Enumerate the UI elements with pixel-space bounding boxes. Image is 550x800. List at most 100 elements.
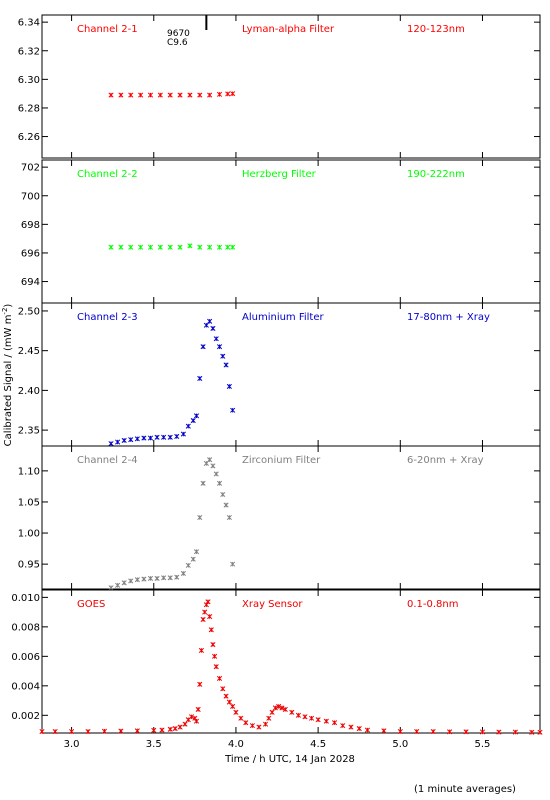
data-point (193, 413, 200, 419)
panel-band: 17-80nm + Xray (407, 312, 490, 323)
panels-group: 6.26 6.28 6.30 6.32 6.34 Channel 2-1 Lyman-alp… (11, 14, 543, 735)
panel-title: Channel 2-3 (77, 312, 138, 323)
data-point (302, 714, 308, 720)
data-point (134, 436, 140, 442)
data-point (397, 728, 403, 735)
y-tick-label: 2.45 (18, 346, 40, 357)
x-tick-label: 3.5 (146, 739, 162, 750)
panel-band: 6-20nm + Xray (407, 455, 484, 466)
data-point (167, 575, 173, 581)
y-tick-label: 0.010 (11, 593, 40, 604)
data-point (185, 423, 191, 429)
y-tick-label: 6.34 (18, 18, 40, 29)
x-tick-label: 3.0 (64, 739, 80, 750)
y-tick-label: 1.10 (18, 466, 40, 477)
data-point (167, 244, 173, 250)
series-points (108, 243, 236, 250)
y-tick-label: 694 (21, 277, 40, 288)
data-point (134, 728, 140, 734)
data-point (262, 721, 269, 727)
panel-frame (41, 14, 541, 159)
data-point (197, 375, 203, 382)
data-point (151, 727, 157, 733)
data-point (197, 92, 203, 98)
data-point (154, 434, 160, 440)
flare-class-label: C9.6 (167, 38, 188, 48)
data-point (205, 599, 211, 605)
data-point (220, 353, 226, 359)
data-point (180, 570, 186, 577)
data-point (180, 431, 186, 437)
data-point (463, 729, 469, 735)
y-tick-label: 0.002 (11, 711, 40, 722)
data-point (101, 728, 108, 734)
panel-band: 190-222nm (407, 169, 465, 180)
data-point (193, 718, 200, 724)
data-point (414, 728, 420, 735)
data-point (207, 457, 213, 463)
data-point (230, 244, 236, 250)
data-point (381, 728, 387, 734)
data-point (233, 709, 239, 715)
data-point (223, 502, 229, 508)
data-point (128, 437, 134, 443)
data-point (210, 641, 216, 648)
data-point (289, 709, 295, 715)
data-point (147, 92, 154, 98)
data-point (200, 480, 206, 486)
series-points (108, 457, 236, 591)
panel-5: 0.002 0.004 0.006 0.008 0.010 GOES Xray Sensor… (11, 589, 543, 735)
data-point (256, 724, 262, 730)
data-point (430, 728, 436, 735)
data-point (187, 92, 193, 98)
data-point (182, 721, 188, 727)
data-point (323, 718, 329, 724)
data-point (266, 715, 272, 721)
y-tick-label: 700 (21, 191, 40, 202)
data-point (216, 91, 223, 97)
y-tick-label: 6.30 (18, 75, 40, 86)
data-point (69, 728, 75, 735)
data-point (128, 92, 134, 98)
data-point (52, 728, 58, 735)
data-point (118, 728, 124, 734)
panel-frame (41, 589, 541, 734)
panel-filter: Lyman-alpha Filter (242, 24, 335, 35)
data-point (332, 720, 338, 726)
data-point (154, 575, 160, 581)
data-point (197, 681, 203, 687)
data-point (177, 244, 183, 250)
data-point (364, 727, 370, 733)
data-point (39, 728, 45, 735)
y-tick-label: 1.00 (18, 529, 40, 540)
y-tick-label: 1.05 (18, 497, 40, 508)
data-point (216, 244, 223, 250)
data-point (340, 723, 346, 729)
panel-title: GOES (77, 599, 105, 610)
data-point (190, 556, 196, 562)
data-point (243, 720, 249, 726)
data-point (161, 575, 167, 581)
data-point (118, 92, 124, 98)
data-point (223, 362, 229, 368)
data-point (213, 471, 219, 477)
data-point (210, 325, 216, 331)
panel-filter: Xray Sensor (242, 599, 303, 610)
data-point (210, 463, 216, 469)
data-point (134, 577, 140, 583)
panel-1: 6.26 6.28 6.30 6.32 6.34 Channel 2-1 Lyman-alp… (18, 14, 541, 159)
x-axis-label: Time / h UTC, 14 Jan 2028 (224, 754, 355, 765)
x-tick-label: 4.5 (310, 739, 326, 750)
data-point (118, 244, 124, 250)
data-point (147, 244, 154, 250)
panel-frame (41, 302, 541, 447)
series-points (39, 599, 543, 735)
y-tick-label: 0.008 (11, 622, 40, 633)
y-tick-label: 2.40 (18, 386, 40, 397)
data-point (529, 729, 535, 735)
data-point (348, 724, 354, 730)
data-point (230, 407, 236, 413)
data-point (220, 686, 226, 692)
data-point (167, 92, 173, 98)
data-point (167, 726, 173, 732)
